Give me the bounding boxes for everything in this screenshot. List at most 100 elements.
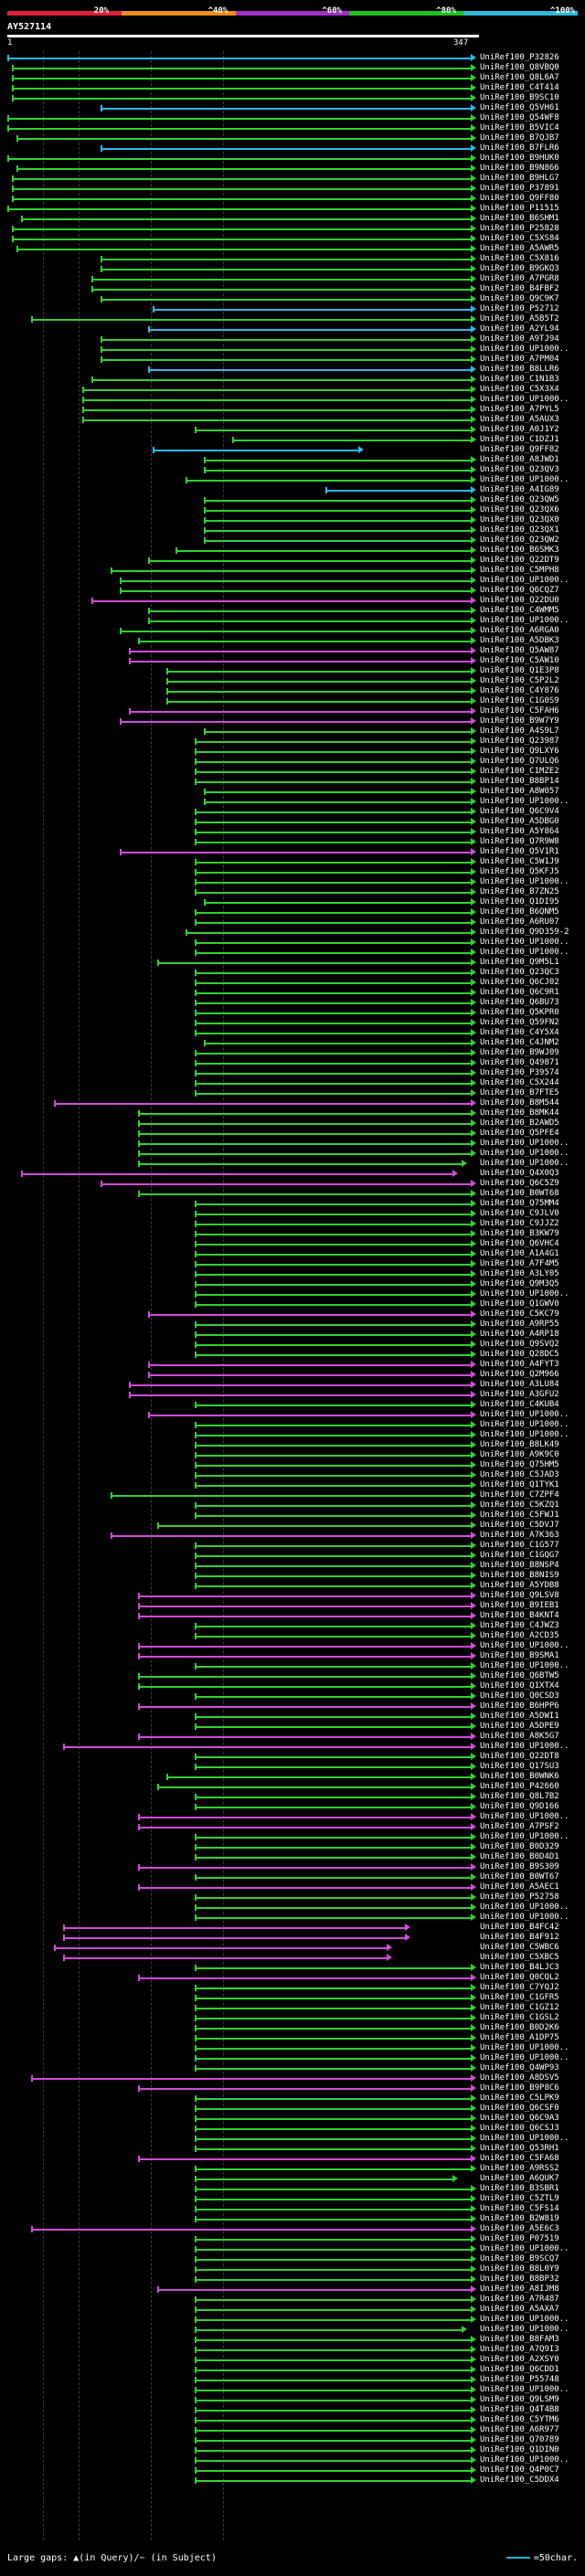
hit-label[interactable]: UniRef100_Q23QX6 — [480, 505, 559, 514]
hit-label[interactable]: UniRef100_Q5KPR0 — [480, 1008, 559, 1017]
hit-row[interactable]: UniRef100_Q53RH1 — [0, 2144, 585, 2154]
hit-row[interactable]: UniRef100_Q23987 — [0, 737, 585, 747]
hit-label[interactable]: UniRef100_UP1000.. — [480, 1742, 569, 1751]
hit-label[interactable]: UniRef100_A9TJ94 — [480, 334, 559, 344]
hit-row[interactable]: UniRef100_Q23QX1 — [0, 525, 585, 535]
hit-label[interactable]: UniRef100_Q28DC5 — [480, 1350, 559, 1359]
hit-label[interactable]: UniRef100_A0J1Y2 — [480, 425, 559, 434]
hit-label[interactable]: UniRef100_A4IG89 — [480, 485, 559, 494]
hit-label[interactable]: UniRef100_B0WT68 — [480, 1189, 559, 1198]
hit-label[interactable]: UniRef100_B9HLG7 — [480, 174, 559, 183]
hit-row[interactable]: UniRef100_A0J1Y2 — [0, 425, 585, 435]
hit-label[interactable]: UniRef100_A5DBK3 — [480, 636, 559, 645]
hit-label[interactable]: UniRef100_Q6BU73 — [480, 998, 559, 1007]
hit-row[interactable]: UniRef100_A5DWI1 — [0, 1712, 585, 1722]
hit-label[interactable]: UniRef100_Q6BTW5 — [480, 1671, 559, 1680]
hit-row[interactable]: UniRef100_Q6C5Z9 — [0, 1179, 585, 1189]
hit-label[interactable]: UniRef100_C5DVJ7 — [480, 1521, 559, 1530]
hit-row[interactable]: UniRef100_Q23QW2 — [0, 535, 585, 546]
hit-row[interactable]: UniRef100_UP1000.. — [0, 1149, 585, 1159]
hit-label[interactable]: UniRef100_A9RSS2 — [480, 2164, 559, 2173]
hit-label[interactable]: UniRef100_B4LJC3 — [480, 1963, 559, 1972]
hit-label[interactable]: UniRef100_B6SHM1 — [480, 214, 559, 223]
hit-label[interactable]: UniRef100_A8W057 — [480, 787, 559, 796]
hit-row[interactable]: UniRef100_B8BP14 — [0, 777, 585, 787]
hit-row[interactable]: UniRef100_P52758 — [0, 1892, 585, 1903]
hit-row[interactable]: UniRef100_A9K9C0 — [0, 1450, 585, 1460]
hit-label[interactable]: UniRef100_Q9D166 — [480, 1802, 559, 1811]
hit-row[interactable]: UniRef100_C4Y5X4 — [0, 1028, 585, 1038]
hit-row[interactable]: UniRef100_C5DVJ7 — [0, 1521, 585, 1531]
hit-label[interactable]: UniRef100_B0WT67 — [480, 1872, 559, 1882]
hit-label[interactable]: UniRef100_Q8L6A7 — [480, 73, 559, 82]
hit-label[interactable]: UniRef100_C5X3X4 — [480, 385, 559, 394]
hit-row[interactable]: UniRef100_A5DPE9 — [0, 1722, 585, 1732]
hit-label[interactable]: UniRef100_C5W1J9 — [480, 857, 559, 866]
hit-label[interactable]: UniRef100_B8NSP4 — [480, 1561, 559, 1570]
hit-label[interactable]: UniRef100_B2AWD5 — [480, 1118, 559, 1128]
hit-row[interactable]: UniRef100_C4JWZ3 — [0, 1621, 585, 1631]
hit-label[interactable]: UniRef100_C5FWJ1 — [480, 1511, 559, 1520]
hit-row[interactable]: UniRef100_Q6BU73 — [0, 998, 585, 1008]
hit-row[interactable]: UniRef100_C5FAH6 — [0, 706, 585, 716]
hit-label[interactable]: UniRef100_P07519 — [480, 2234, 559, 2243]
hit-label[interactable]: UniRef100_A7PYL5 — [480, 405, 559, 414]
hit-row[interactable]: UniRef100_Q54WF8 — [0, 113, 585, 123]
hit-label[interactable]: UniRef100_C1MZE2 — [480, 767, 559, 776]
hit-row[interactable]: UniRef100_Q4P0C7 — [0, 2465, 585, 2475]
hit-row[interactable]: UniRef100_C5DDX4 — [0, 2475, 585, 2486]
hit-row[interactable]: UniRef100_Q5VH61 — [0, 103, 585, 113]
hit-label[interactable]: UniRef100_B9HUK0 — [480, 154, 559, 163]
hit-label[interactable]: UniRef100_UP1000.. — [480, 1420, 569, 1429]
hit-row[interactable]: UniRef100_C1GZ12 — [0, 2003, 585, 2013]
hit-row[interactable]: UniRef100_B9WJ09 — [0, 1048, 585, 1058]
hit-label[interactable]: UniRef100_Q9M5L1 — [480, 958, 559, 967]
hit-label[interactable]: UniRef100_B8M544 — [480, 1098, 559, 1108]
hit-row[interactable]: UniRef100_P37891 — [0, 184, 585, 194]
hit-row[interactable]: UniRef100_UP1000.. — [0, 576, 585, 586]
hit-row[interactable]: UniRef100_A8W057 — [0, 787, 585, 797]
hit-label[interactable]: UniRef100_UP1000.. — [480, 1832, 569, 1841]
hit-label[interactable]: UniRef100_C4JNM2 — [480, 1038, 559, 1047]
hit-label[interactable]: UniRef100_B2W819 — [480, 2214, 559, 2223]
hit-row[interactable]: UniRef100_UP1000.. — [0, 1832, 585, 1842]
hit-label[interactable]: UniRef100_A4FYT3 — [480, 1360, 559, 1369]
hit-label[interactable]: UniRef100_A6R977 — [480, 2425, 559, 2434]
hit-row[interactable]: UniRef100_Q23QV3 — [0, 465, 585, 475]
hit-label[interactable]: UniRef100_UP1000.. — [480, 797, 569, 806]
hit-row[interactable]: UniRef100_A9TJ94 — [0, 334, 585, 345]
hit-label[interactable]: UniRef100_A8K5G7 — [480, 1732, 559, 1741]
hit-label[interactable]: UniRef100_Q23QX1 — [480, 525, 559, 535]
hit-row[interactable]: UniRef100_C5WBC6 — [0, 1943, 585, 1953]
hit-row[interactable]: UniRef100_UP1000.. — [0, 1742, 585, 1752]
hit-label[interactable]: UniRef100_P52758 — [480, 1892, 559, 1902]
hit-row[interactable]: UniRef100_B7QJB7 — [0, 133, 585, 143]
hit-label[interactable]: UniRef100_Q6CSF0 — [480, 2104, 559, 2113]
hit-label[interactable]: UniRef100_Q4X0Q3 — [480, 1169, 559, 1178]
hit-row[interactable]: UniRef100_Q22DT8 — [0, 1752, 585, 1762]
hit-row[interactable]: UniRef100_C9JJZ2 — [0, 1219, 585, 1229]
hit-row[interactable]: UniRef100_Q5KPR0 — [0, 1008, 585, 1018]
hit-label[interactable]: UniRef100_Q6C5Z9 — [480, 1179, 559, 1188]
hit-label[interactable]: UniRef100_Q4WP93 — [480, 2063, 559, 2072]
hit-row[interactable]: UniRef100_Q9M5L1 — [0, 958, 585, 968]
hit-label[interactable]: UniRef100_UP1000.. — [480, 1812, 569, 1821]
hit-row[interactable]: UniRef100_B2W819 — [0, 2214, 585, 2224]
hit-label[interactable]: UniRef100_B4KNT4 — [480, 1611, 559, 1620]
hit-label[interactable]: UniRef100_A7PGR8 — [480, 274, 559, 283]
hit-label[interactable]: UniRef100_B3SBR1 — [480, 2184, 559, 2193]
hit-label[interactable]: UniRef100_UP1000.. — [480, 2455, 569, 2465]
hit-row[interactable]: UniRef100_A6RGA0 — [0, 626, 585, 636]
hit-label[interactable]: UniRef100_C4T414 — [480, 83, 559, 92]
hit-row[interactable]: UniRef100_A7PGR8 — [0, 274, 585, 284]
hit-row[interactable]: UniRef100_A3GFU2 — [0, 1390, 585, 1400]
hit-label[interactable]: UniRef100_A1DP75 — [480, 2033, 559, 2042]
hit-row[interactable]: UniRef100_Q9FF82 — [0, 445, 585, 455]
hit-row[interactable]: UniRef100_A4FYT3 — [0, 1360, 585, 1370]
hit-row[interactable]: UniRef100_C1GQG7 — [0, 1551, 585, 1561]
hit-row[interactable]: UniRef100_B6HPP6 — [0, 1701, 585, 1712]
hit-label[interactable]: UniRef100_Q1DI95 — [480, 897, 559, 906]
hit-row[interactable]: UniRef100_A2CD35 — [0, 1631, 585, 1641]
hit-row[interactable]: UniRef100_A5DBG0 — [0, 817, 585, 827]
hit-label[interactable]: UniRef100_B9WJ09 — [480, 1048, 559, 1057]
